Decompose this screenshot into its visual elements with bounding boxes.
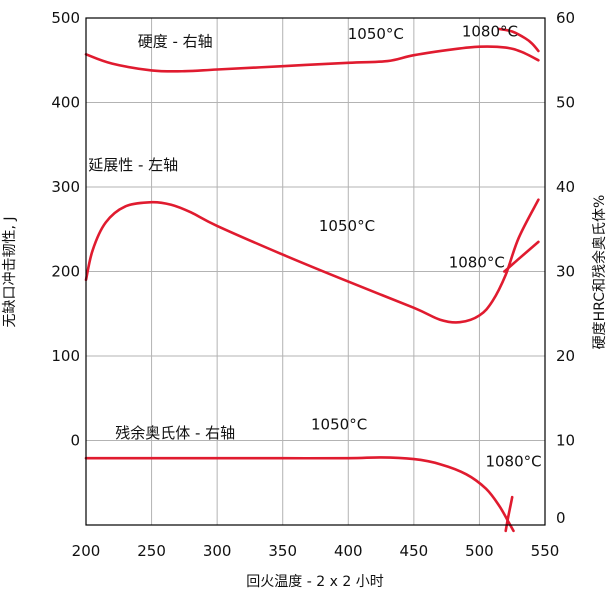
y-left-tick-label: 300 — [51, 178, 80, 196]
annotation-label: 1080°C — [485, 453, 541, 471]
x-tick-label: 200 — [72, 542, 101, 560]
retained-austenite-1050-curve — [84, 456, 515, 533]
x-tick-label: 550 — [531, 542, 560, 560]
y-right-tick-label: 10 — [556, 432, 575, 450]
x-tick-label: 350 — [268, 542, 297, 560]
y-left-tick-label: 100 — [51, 347, 80, 365]
annotation-label: 1050°C — [319, 217, 375, 235]
hardness-1080-curve — [497, 27, 540, 53]
plot-frame — [85, 17, 546, 526]
annotation-label: 1050°C — [311, 416, 367, 434]
y-left-tick-label: 400 — [51, 94, 80, 112]
grid-layer — [86, 18, 545, 525]
hardness-1050-curve — [84, 45, 540, 73]
x-axis-label: 回火温度 - 2 x 2 小时 — [246, 574, 383, 590]
x-tick-label: 450 — [400, 542, 429, 560]
x-tick-label: 250 — [137, 542, 166, 560]
y-right-tick-label: 50 — [556, 94, 575, 112]
annotation-label: 硬度 - 右轴 — [138, 33, 213, 51]
y-right-tick-label: 60 — [556, 9, 575, 27]
annotation-label: 残余奥氏体 - 右轴 — [115, 424, 235, 442]
y-axis-right-label: 硬度HRC和残余奥氏体% — [591, 195, 608, 350]
y-right-tick-label: 0 — [556, 509, 566, 527]
x-tick-label: 300 — [203, 542, 232, 560]
x-tick-label: 400 — [334, 542, 363, 560]
toughness-1050-curve — [84, 198, 540, 324]
annotation-layer: 硬度 - 右轴 1050°C 1080°C 延展性 - 左轴 1050°C 1080°C 残… — [88, 23, 541, 471]
annotation-label: 1080°C — [449, 253, 505, 271]
annotation-label: 1050°C — [348, 25, 404, 43]
y-left-tick-label: 200 — [51, 263, 80, 281]
y-left-tick-label: 500 — [51, 9, 80, 27]
annotation-label: 延展性 - 左轴 — [88, 156, 178, 174]
y-left-tick-label: 0 — [70, 432, 80, 450]
toughness-1080-curve — [503, 240, 540, 273]
retained-austenite-1080-curve — [504, 495, 514, 533]
y-right-tick-label: 40 — [556, 178, 575, 196]
y-right-tick-label: 30 — [556, 263, 575, 281]
y-right-tick-label: 20 — [556, 347, 575, 365]
x-tick-label: 500 — [465, 542, 494, 560]
y-axis-left-label: 无缺口冲击韧性, J — [2, 216, 18, 327]
curve-layer — [84, 27, 540, 533]
tick-layer: 200 250 300 350 400 450 500 5500100200300400500… — [51, 9, 575, 560]
annotation-label: 1080°C — [462, 23, 518, 41]
